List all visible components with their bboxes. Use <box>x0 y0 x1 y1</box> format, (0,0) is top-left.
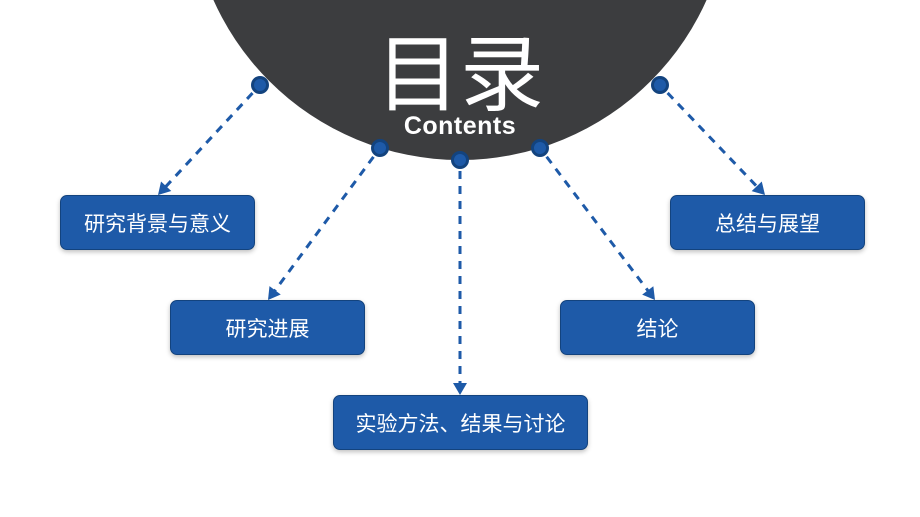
toc-node-conclusion: 结论 <box>560 300 755 355</box>
toc-node-label: 结论 <box>637 313 679 343</box>
toc-node-label: 研究背景与意义 <box>84 208 231 238</box>
toc-node-summary: 总结与展望 <box>670 195 865 250</box>
toc-node-progress: 研究进展 <box>170 300 365 355</box>
connector-dot <box>451 151 469 169</box>
toc-node-label: 研究进展 <box>226 313 310 343</box>
toc-node-background: 研究背景与意义 <box>60 195 255 250</box>
hub-subtitle: Contents <box>404 112 516 141</box>
toc-node-methods: 实验方法、结果与讨论 <box>333 395 588 450</box>
toc-node-label: 总结与展望 <box>715 208 820 238</box>
connector-dot <box>531 139 549 157</box>
hub-title: 目录 <box>376 8 544 129</box>
toc-node-label: 实验方法、结果与讨论 <box>356 408 566 438</box>
connector-dot <box>651 76 669 94</box>
connector-dot <box>371 139 389 157</box>
connector-dot <box>251 76 269 94</box>
